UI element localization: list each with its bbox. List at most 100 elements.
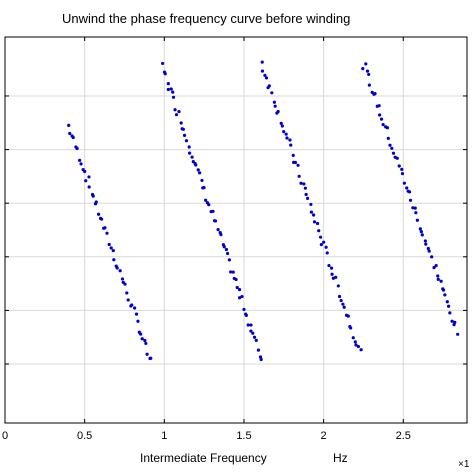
data-point xyxy=(196,168,200,172)
data-point xyxy=(365,69,370,73)
data-point xyxy=(136,319,140,323)
data-point xyxy=(439,279,443,283)
data-point xyxy=(349,326,353,330)
data-point xyxy=(87,185,91,189)
data-point xyxy=(187,145,191,149)
data-point xyxy=(436,277,440,281)
data-point xyxy=(264,76,269,80)
data-point xyxy=(166,82,170,86)
data-point xyxy=(144,341,148,346)
data-point xyxy=(200,178,204,183)
data-point xyxy=(270,91,274,95)
data-point xyxy=(174,113,179,117)
data-point xyxy=(213,219,218,223)
data-point xyxy=(78,158,82,162)
axis-ticks: 0 0.5 1 1.5 2 2.5 xyxy=(2,37,467,442)
data-point xyxy=(288,138,292,142)
data-point xyxy=(115,266,119,270)
data-point xyxy=(430,255,434,259)
data-point xyxy=(367,83,371,87)
data-point xyxy=(297,174,301,178)
data-point xyxy=(353,340,357,344)
data-point xyxy=(327,263,331,268)
data-point xyxy=(402,181,406,185)
data-point xyxy=(263,73,267,77)
data-point xyxy=(359,348,363,352)
data-point xyxy=(224,247,229,252)
data-point xyxy=(267,84,271,88)
x-axis-exponent-mark: ×1 xyxy=(458,459,470,470)
x-tick-label: 0.5 xyxy=(77,430,92,442)
data-point xyxy=(423,239,428,243)
data-point xyxy=(285,136,289,140)
data-point xyxy=(256,348,261,352)
data-point xyxy=(276,109,280,114)
data-point xyxy=(427,249,431,253)
data-point xyxy=(75,146,79,151)
data-point xyxy=(315,221,320,226)
data-point xyxy=(284,132,288,136)
data-point xyxy=(111,248,115,253)
data-point xyxy=(259,357,263,362)
data-point xyxy=(414,211,418,215)
data-point xyxy=(99,217,104,221)
data-point xyxy=(219,233,223,237)
data-point xyxy=(367,72,371,77)
data-point xyxy=(388,143,392,147)
data-point xyxy=(400,171,405,176)
data-point xyxy=(339,298,343,303)
data-point xyxy=(436,274,440,278)
data-point xyxy=(280,124,284,128)
data-point xyxy=(67,123,71,128)
data-point xyxy=(317,229,321,233)
data-point xyxy=(237,296,242,300)
x-tick-label: 2 xyxy=(321,430,327,442)
data-point xyxy=(163,72,167,76)
data-point xyxy=(420,233,424,237)
data-point xyxy=(251,331,255,335)
data-point xyxy=(211,209,215,213)
data-point xyxy=(260,69,265,73)
data-point xyxy=(240,294,244,299)
data-point xyxy=(303,186,307,190)
data-point xyxy=(304,192,308,197)
chart-title: Unwind the phase frequency curve before … xyxy=(62,11,350,26)
data-point xyxy=(105,231,109,235)
data-point xyxy=(419,229,423,234)
data-point xyxy=(377,104,381,108)
data-point xyxy=(134,312,139,316)
data-point xyxy=(361,67,365,71)
data-point xyxy=(443,293,447,297)
data-point xyxy=(94,200,98,204)
data-point xyxy=(126,298,130,302)
data-point xyxy=(296,163,300,167)
data-point xyxy=(227,258,231,262)
data-point xyxy=(407,190,412,194)
data-point xyxy=(434,264,438,268)
data-point xyxy=(171,95,176,99)
data-point xyxy=(337,294,342,299)
data-point xyxy=(356,344,361,349)
data-point xyxy=(125,291,129,295)
data-point xyxy=(334,275,338,279)
data-point xyxy=(445,300,449,304)
data-point xyxy=(258,355,263,359)
data-point xyxy=(411,206,415,210)
data-point xyxy=(145,352,149,356)
data-point xyxy=(390,146,394,150)
plot-area-frame xyxy=(4,36,468,424)
data-point xyxy=(299,181,303,185)
data-point xyxy=(237,287,242,292)
data-point xyxy=(453,320,457,324)
data-point xyxy=(252,335,257,339)
data-point xyxy=(207,203,211,207)
data-point xyxy=(322,240,326,244)
x-tick-label: 1.5 xyxy=(236,430,251,442)
data-point xyxy=(177,110,181,114)
data-point xyxy=(87,175,91,179)
data-point xyxy=(181,127,185,131)
data-point xyxy=(182,133,187,137)
data-point xyxy=(413,206,417,210)
data-point xyxy=(149,356,153,360)
data-point xyxy=(373,91,377,96)
